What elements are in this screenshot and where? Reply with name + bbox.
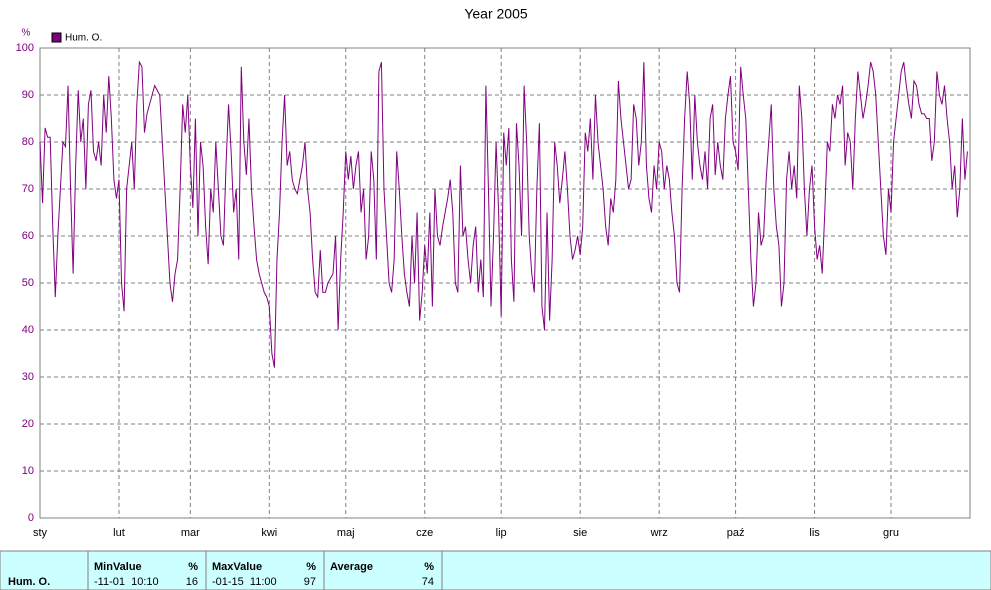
y-tick-label: 20 [22, 418, 34, 430]
x-tick-label: wrz [650, 527, 668, 539]
series-line [39, 60, 968, 368]
x-tick-label: paź [727, 527, 745, 539]
x-tick-label: lis [809, 527, 820, 539]
y-tick-label: 40 [22, 324, 34, 336]
y-tick-label: 90 [22, 89, 34, 101]
y-tick-label: 60 [22, 230, 34, 242]
column-header: MaxValue [212, 561, 262, 573]
column-value: 74 [422, 576, 434, 588]
y-tick-label: 80 [22, 136, 34, 148]
y-tick-label: 10 [22, 465, 34, 477]
x-tick-label: lip [496, 527, 507, 539]
chart-title: Year 2005 [464, 6, 528, 22]
legend-swatch [51, 32, 62, 43]
column-value: 97 [304, 576, 316, 588]
y-axis-label: % [22, 28, 31, 39]
x-tick-label: cze [416, 527, 433, 539]
x-tick-label: mar [181, 527, 200, 539]
column-value: 16 [186, 576, 198, 588]
row-label: Hum. O. [8, 576, 50, 588]
y-tick-label: 30 [22, 371, 34, 383]
column-unit: % [188, 561, 198, 573]
column-unit: % [306, 561, 316, 573]
x-tick-label: sie [573, 527, 587, 539]
stats-panel [0, 550, 991, 590]
column-time: -11-01 10:10 [94, 576, 159, 588]
y-tick-label: 50 [22, 277, 34, 289]
x-tick-label: maj [337, 527, 355, 539]
column-header: Average [330, 561, 373, 573]
y-tick-label: 100 [16, 42, 34, 54]
column-time: -01-15 11:00 [212, 576, 277, 588]
x-tick-label: sty [33, 527, 48, 539]
x-tick-label: gru [883, 527, 899, 539]
y-tick-label: 70 [22, 183, 34, 195]
column-header: MinValue [94, 561, 142, 573]
x-tick-label: kwi [261, 527, 277, 539]
y-tick-label: 0 [28, 512, 34, 524]
legend-label: Hum. O. [65, 33, 102, 44]
x-tick-label: lut [113, 527, 125, 539]
column-unit: % [424, 561, 434, 573]
